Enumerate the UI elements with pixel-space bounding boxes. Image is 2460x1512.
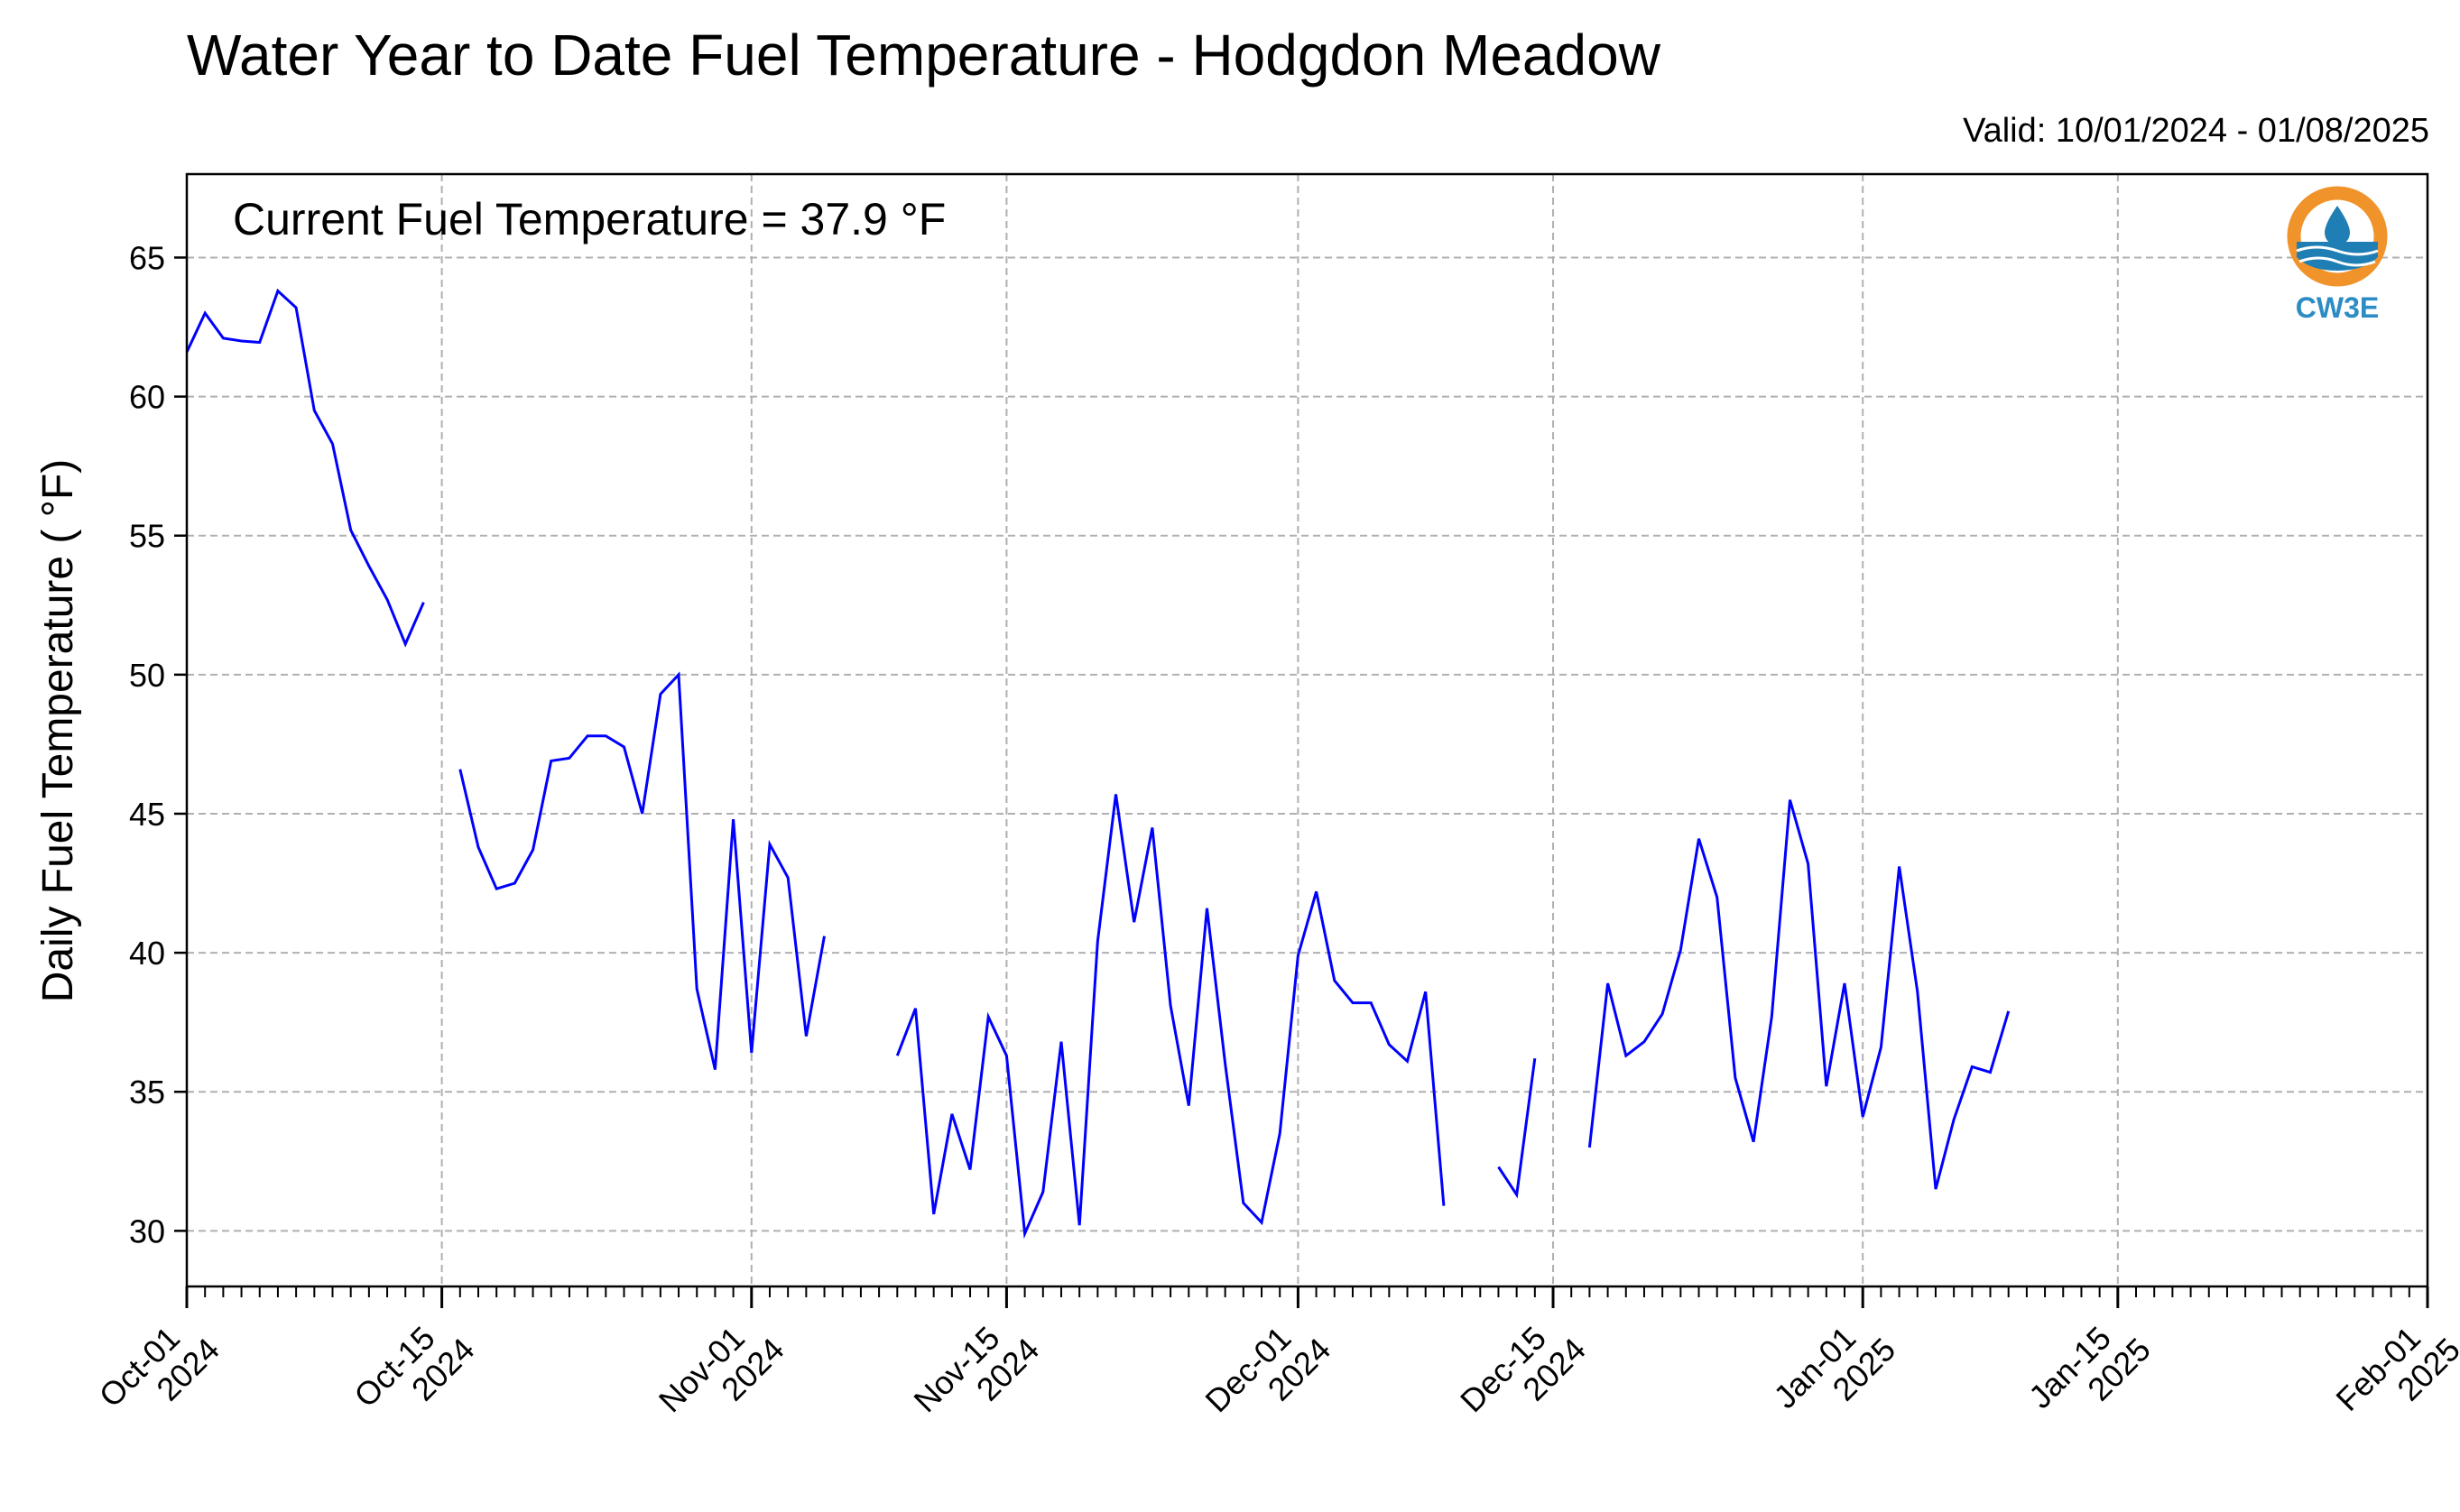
y-axis-label: Daily Fuel Temperature ( °F) — [34, 459, 82, 1002]
logo-wave-stripe-2 — [2298, 256, 2376, 267]
x-tick-label: Oct-152024 — [347, 1305, 481, 1440]
cw3e-logo: CW3E — [2287, 186, 2388, 324]
x-tick-label: Feb-012025 — [2328, 1305, 2460, 1443]
series-line-segment — [458, 671, 826, 1070]
logo-droplet-icon — [2325, 206, 2350, 245]
series-line-segment — [1587, 799, 2011, 1190]
x-tick-label: Nov-152024 — [906, 1305, 1046, 1445]
y-tick-label: 45 — [129, 796, 165, 833]
chart-title: Water Year to Date Fuel Temperature - Ho… — [187, 23, 1660, 88]
y-tick-labels: 30 35 40 45 50 55 60 65 — [129, 239, 165, 1249]
logo-wave-stripe — [2296, 245, 2379, 256]
y-tick-label: 35 — [129, 1074, 165, 1111]
series-line-segment — [895, 794, 1446, 1240]
current-temperature-annotation: Current Fuel Temperature = 37.9 °F — [233, 194, 946, 244]
y-tick-label: 50 — [129, 657, 165, 694]
series-line-segment — [185, 288, 425, 648]
x-tick-label: Jan-012025 — [1766, 1305, 1902, 1442]
y-tick-label: 40 — [129, 935, 165, 972]
y-tick-label: 55 — [129, 518, 165, 555]
data-series — [185, 288, 2011, 1240]
plot-frame — [185, 172, 2429, 1288]
logo-wave-icon — [2297, 242, 2378, 271]
x-tick-label: Nov-012024 — [652, 1305, 791, 1445]
x-tick-label: Jan-152025 — [2021, 1305, 2158, 1442]
axis-ticks — [174, 256, 2429, 1308]
x-tick-label: Oct-012024 — [92, 1305, 227, 1440]
grid-lines — [186, 174, 2428, 1286]
logo-text: CW3E — [2296, 291, 2379, 324]
y-tick-label: 30 — [129, 1212, 165, 1249]
x-tick-label: Dec-152024 — [1453, 1305, 1593, 1445]
x-tick-labels: Oct-012024 Oct-152024 Nov-012024 Nov-152024… — [92, 1305, 2460, 1445]
series-line-segment — [1497, 1058, 1537, 1199]
x-tick-label: Dec-012024 — [1198, 1305, 1337, 1445]
y-tick-label: 65 — [129, 239, 165, 276]
y-tick-label: 60 — [129, 379, 165, 416]
valid-date-range: Valid: 10/01/2024 - 01/08/2025 — [1963, 112, 2429, 150]
